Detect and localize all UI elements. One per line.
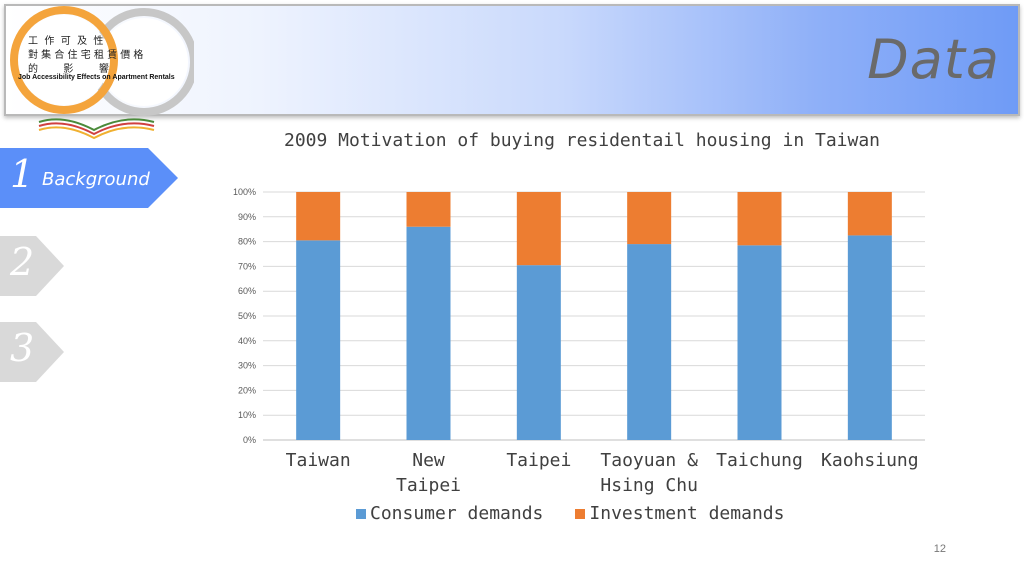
nav-chevron-active — [0, 148, 178, 208]
bar-investment — [406, 192, 451, 227]
page-title: Data — [867, 28, 1000, 91]
y-tick-label: 0% — [243, 435, 256, 445]
x-tick-label: New Taipei — [396, 450, 461, 496]
bar-consumer — [296, 240, 341, 440]
x-tick-label: Taipei — [506, 450, 571, 471]
bar-consumer — [516, 265, 561, 440]
nav-number: 1 — [10, 152, 35, 196]
y-tick-label: 50% — [238, 311, 256, 321]
bar-consumer — [406, 226, 451, 440]
y-tick-label: 100% — [233, 187, 256, 197]
y-tick-label: 60% — [238, 286, 256, 296]
logo-text-row2: 對 集 合 住 宅 租 賃 價 格 — [28, 50, 144, 61]
x-tick-label: Taoyuan & Hsing Chu — [600, 450, 698, 496]
x-tick-label: Taiwan — [286, 450, 351, 471]
chart-title: 2009 Motivation of buying residentail ho… — [283, 130, 881, 151]
logo-text-row3: 的 影 響 — [28, 64, 109, 75]
nav-number: 3 — [10, 326, 35, 370]
legend-item-consumer: Consumer demands — [356, 503, 543, 524]
y-tick-label: 80% — [238, 237, 256, 247]
legend-label-investment: Investment demands — [589, 503, 785, 524]
y-tick-label: 20% — [238, 385, 256, 395]
nav-chevron — [0, 236, 64, 296]
bar-investment — [296, 192, 341, 241]
legend-swatch-investment — [575, 508, 586, 519]
page-number: 12 — [933, 543, 946, 555]
nav-chevron — [0, 322, 64, 382]
legend-label-consumer: Consumer demands — [370, 503, 544, 524]
logo: 工 作 可 及 性 對 集 合 住 宅 租 賃 價 格 的 影 響 Job Ac… — [4, 2, 198, 142]
bar-investment — [516, 192, 561, 266]
bar-consumer — [737, 245, 782, 440]
nav-item-background[interactable]: 1 Background — [0, 148, 180, 208]
bar-investment — [847, 192, 892, 236]
nav-item-2[interactable]: 2 — [0, 236, 66, 296]
legend-item-investment: Investment demands — [575, 503, 784, 524]
nav-number: 2 — [10, 240, 35, 284]
y-tick-label: 30% — [238, 361, 256, 371]
y-tick-label: 90% — [238, 212, 256, 222]
logo-text-row1: 工 作 可 及 性 — [28, 36, 104, 47]
x-tick-label: Taichung — [716, 450, 803, 471]
logo-caption: Job Accessibility Effects on Apartment R… — [18, 74, 175, 81]
bar-consumer — [627, 244, 672, 440]
y-tick-label: 40% — [238, 336, 256, 346]
nav-label: Background — [42, 169, 150, 190]
chart-legend: Consumer demands Investment demands — [356, 503, 816, 524]
y-tick-label: 70% — [238, 261, 256, 271]
legend-swatch-consumer — [356, 508, 366, 519]
bar-investment — [737, 192, 782, 246]
nav-item-3[interactable]: 3 — [0, 322, 66, 382]
x-tick-label: Kaohsiung — [821, 450, 919, 471]
bar-consumer — [847, 235, 892, 440]
bar-investment — [627, 192, 672, 245]
y-tick-label: 10% — [238, 410, 256, 420]
logo-rings — [10, 6, 198, 140]
